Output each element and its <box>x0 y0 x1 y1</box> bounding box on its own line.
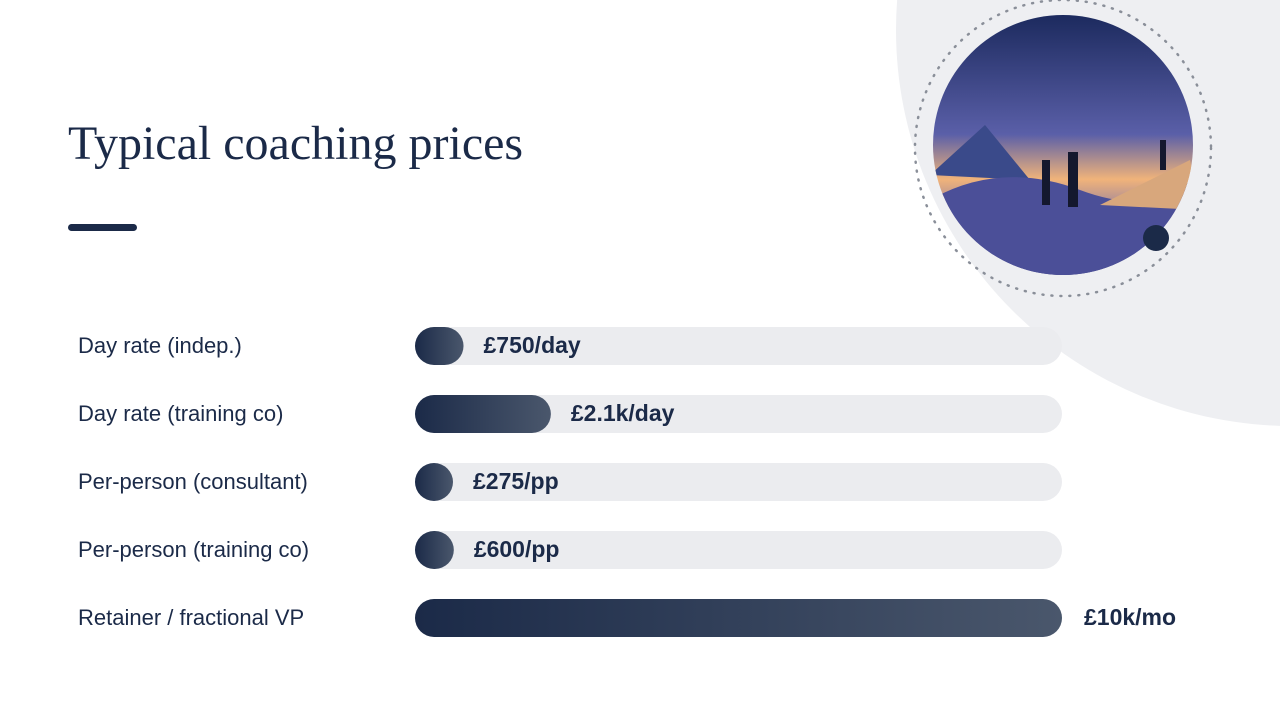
value-label: £600/pp <box>474 536 560 562</box>
dotted-ring <box>913 0 1213 298</box>
bar-track <box>415 463 1062 501</box>
bar <box>415 531 454 569</box>
bar-track <box>415 531 1062 569</box>
bar <box>415 327 464 365</box>
value-label: £10k/mo <box>1084 604 1176 630</box>
category-label: Per-person (consultant) <box>78 469 308 494</box>
bar-track <box>415 327 1062 365</box>
value-label: £275/pp <box>473 468 559 494</box>
category-label: Day rate (training co) <box>78 401 283 426</box>
category-label: Per-person (training co) <box>78 537 309 562</box>
bar-track <box>415 395 1062 433</box>
bar <box>415 599 1062 637</box>
value-label: £750/day <box>484 332 581 358</box>
chart-title: Typical coaching prices <box>68 117 523 170</box>
bar <box>415 395 551 433</box>
title-underline <box>68 224 137 231</box>
accent-dot <box>1143 225 1169 251</box>
value-label: £2.1k/day <box>571 400 675 426</box>
category-label: Day rate (indep.) <box>78 333 242 358</box>
category-label: Retainer / fractional VP <box>78 605 304 630</box>
bar <box>415 463 453 501</box>
